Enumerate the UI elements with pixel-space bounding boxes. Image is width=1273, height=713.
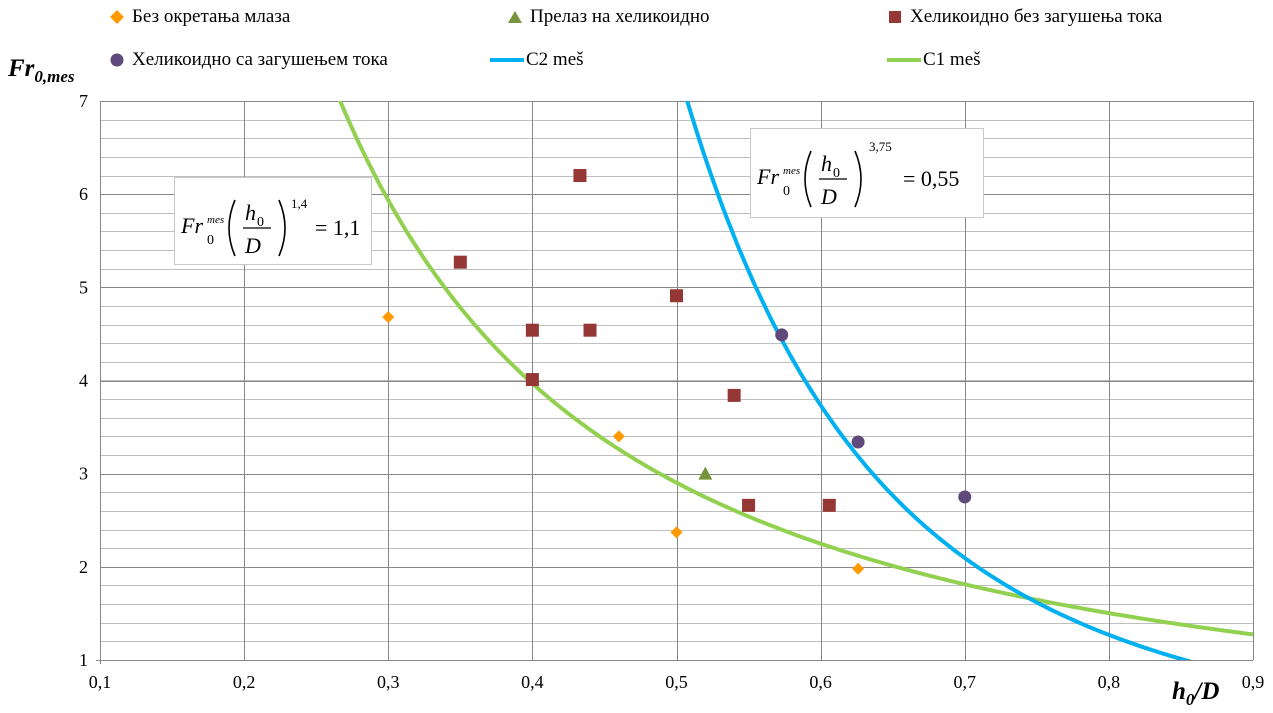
legend-label: C1 meš (923, 49, 981, 70)
eq-sub: 0 (783, 184, 790, 199)
eq-num-sub: 0 (257, 215, 264, 230)
legend-label: C2 meš (526, 49, 584, 70)
eq-sub: 0 (207, 233, 214, 248)
legend-item-4: C2 meš (490, 49, 584, 71)
x-tick-label: 0,7 (954, 672, 977, 692)
square-marker-icon (889, 11, 901, 23)
square-point (742, 498, 756, 512)
eq-num: h (245, 200, 256, 225)
diamond-point (670, 526, 683, 539)
eq-num-sub: 0 (833, 166, 840, 181)
data-points (382, 169, 972, 575)
y-tick-label: 5 (79, 277, 88, 297)
eq-sup: mes (783, 165, 800, 177)
circle-point (775, 328, 789, 342)
equation-box-c2: Fr 0 mes h 0 D 3,75 = 0,55 (750, 128, 984, 218)
circle-point (851, 435, 865, 449)
circle-marker-icon (110, 53, 124, 67)
y-axis-label: Fr0,mes (8, 55, 75, 86)
eq-rhs: = 1,1 (315, 215, 360, 240)
diamond-point (382, 311, 395, 324)
curve-line (337, 101, 1253, 637)
x-tick-label: 0,1 (89, 672, 112, 692)
equation-c1: Fr 0 mes h 0 D 1,4 = 1,1 (180, 196, 360, 258)
curves (337, 101, 1253, 660)
legend-item-2: Хеликоидно без загушења тока (888, 6, 1162, 28)
equation-box-c1: Fr 0 mes h 0 D 1,4 = 1,1 (174, 177, 372, 265)
y-tick-label: 2 (79, 557, 88, 577)
eq-exp: 3,75 (869, 139, 892, 154)
square-point (453, 255, 467, 269)
x-tick-label: 0,4 (521, 672, 544, 692)
eq-base: Fr (180, 213, 203, 238)
eq-num: h (821, 151, 832, 176)
diamond-marker-icon (110, 10, 124, 24)
eq-exp: 1,4 (291, 196, 308, 211)
square-point (573, 169, 587, 183)
x-tick-label: 0,8 (1098, 672, 1121, 692)
x-tick-label: 0,6 (809, 672, 832, 692)
x-tick-label: 0,9 (1242, 672, 1265, 692)
legend-label: Без окретања млаза (132, 6, 291, 27)
triangle-marker-icon (508, 11, 522, 23)
legend-item-0: Без окретања млаза (110, 6, 290, 28)
eq-den: D (244, 233, 261, 258)
square-point (583, 323, 597, 337)
triangle-point (698, 466, 713, 480)
legend-item-5: C1 meš (887, 49, 981, 71)
equation-c2: Fr 0 mes h 0 D 3,75 = 0,55 (756, 139, 959, 209)
square-point (727, 388, 741, 402)
y-tick-label: 4 (79, 371, 88, 391)
eq-sup: mes (207, 214, 224, 226)
square-point (525, 373, 539, 387)
eq-den: D (820, 184, 837, 209)
diamond-point (852, 562, 865, 575)
eq-rhs: = 0,55 (903, 166, 959, 191)
legend-label: Хеликоидно са загушењем тока (132, 49, 388, 70)
x-tick-label: 0,3 (377, 672, 400, 692)
legend-label: Хеликоидно без загушења тока (910, 6, 1163, 27)
diamond-point (612, 430, 625, 443)
legend-item-1: Прелаз на хеликоидно (508, 6, 710, 28)
square-point (670, 289, 683, 303)
x-tick-label: 0,5 (665, 672, 688, 692)
line-marker-icon (490, 58, 524, 62)
legend: Без окретања млаза Прелаз на хеликоидно … (0, 4, 1273, 80)
legend-item-3: Хеликоидно са загушењем тока (110, 49, 388, 71)
legend-label: Прелаз на хеликоидно (530, 6, 710, 27)
y-tick-label: 6 (79, 184, 88, 204)
square-point (525, 323, 539, 337)
y-tick-label: 1 (79, 650, 88, 670)
eq-base: Fr (756, 164, 779, 189)
y-tick-label: 3 (79, 464, 88, 484)
x-tick-label: 0,2 (233, 672, 256, 692)
y-tick-label: 7 (79, 91, 88, 111)
curve-line (685, 101, 1193, 660)
circle-point (958, 490, 972, 504)
line-marker-icon (887, 58, 921, 62)
tick-labels: 0,1 0,2 0,3 0,4 0,5 0,6 0,7 0,8 0,9 1 2 3 4 5 6 7 (79, 91, 1264, 692)
square-point (822, 498, 836, 512)
x-axis-label: h0/D (1172, 678, 1220, 709)
